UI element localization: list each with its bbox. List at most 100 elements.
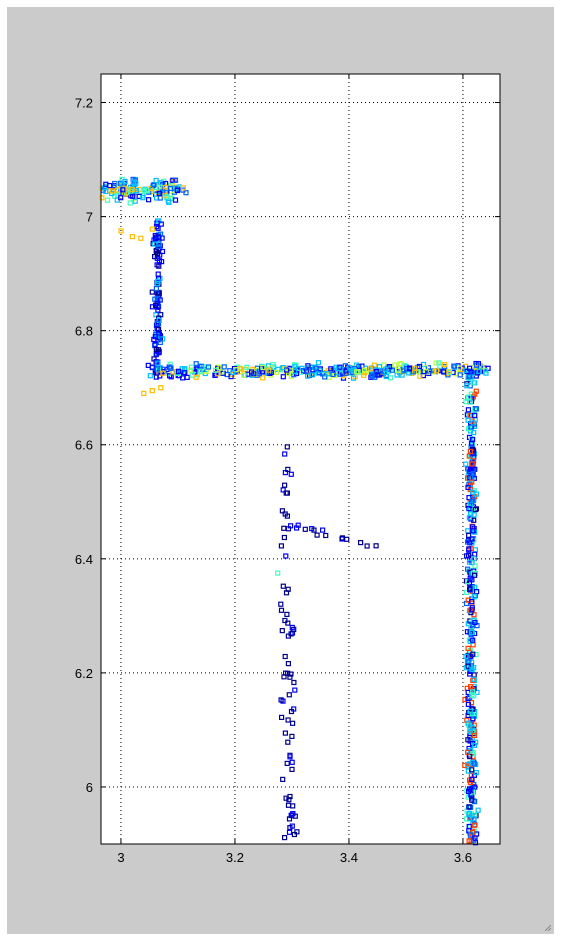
resize-grip-icon[interactable] bbox=[543, 923, 551, 931]
scatter-point bbox=[376, 364, 383, 370]
scatter-point bbox=[471, 816, 477, 822]
scatter-point bbox=[172, 197, 179, 203]
scatter-point bbox=[465, 417, 471, 423]
scatter-point bbox=[462, 762, 468, 769]
scatter-point bbox=[404, 365, 410, 372]
scatter-point bbox=[146, 197, 152, 203]
grid-lines bbox=[101, 74, 500, 844]
scatter-point bbox=[280, 487, 286, 493]
scatter-point bbox=[281, 534, 287, 541]
scatter-point bbox=[129, 187, 135, 193]
scatter-point bbox=[182, 370, 188, 376]
scatter-point bbox=[153, 302, 159, 308]
scatter-point bbox=[465, 645, 471, 652]
scatter-point bbox=[470, 637, 476, 643]
scatter-point bbox=[470, 689, 476, 695]
tick-marks bbox=[101, 74, 500, 844]
scatter-point bbox=[465, 749, 471, 755]
scatter-point bbox=[288, 671, 294, 677]
scatter-point bbox=[136, 186, 142, 193]
y-tick-label: 7 bbox=[86, 210, 93, 225]
scatter-point bbox=[466, 637, 472, 643]
scatter-point bbox=[472, 412, 478, 418]
scatter-point bbox=[468, 787, 474, 793]
scatter-point bbox=[456, 365, 463, 371]
scatter-point bbox=[470, 462, 476, 468]
scatter-point bbox=[153, 352, 159, 358]
y-tick-label: 6.6 bbox=[75, 438, 93, 453]
scatter-point bbox=[466, 804, 472, 810]
scatter-point bbox=[369, 372, 375, 378]
scatter-point bbox=[285, 802, 292, 808]
scatter-point bbox=[275, 570, 281, 576]
scatter-point bbox=[368, 366, 374, 372]
scatter-point bbox=[470, 677, 476, 683]
scatter-point bbox=[286, 797, 292, 803]
scatter-point bbox=[155, 271, 161, 277]
scatter-point bbox=[283, 553, 289, 559]
scatter-point bbox=[464, 383, 470, 389]
scatter-point bbox=[155, 278, 161, 284]
scatter-point bbox=[373, 543, 379, 549]
y-tick-label: 7.2 bbox=[75, 96, 93, 111]
scatter-point bbox=[288, 631, 294, 637]
scatter-point bbox=[309, 372, 316, 378]
scatter-point bbox=[284, 444, 290, 450]
scatter-point bbox=[422, 365, 429, 371]
scatter-point bbox=[475, 807, 481, 813]
scatter-point bbox=[174, 187, 180, 194]
scatter-point bbox=[278, 607, 285, 613]
scatter-point bbox=[188, 364, 195, 370]
scatter-point bbox=[314, 532, 320, 538]
scatter-point bbox=[473, 406, 480, 412]
scatter-point bbox=[395, 367, 401, 373]
scatter-point bbox=[343, 368, 349, 374]
scatter-point bbox=[129, 234, 136, 240]
scatter-point bbox=[374, 371, 380, 377]
scatter-point bbox=[282, 482, 288, 488]
scatter-point bbox=[350, 375, 357, 381]
scatter-point bbox=[170, 177, 176, 183]
scatter-point bbox=[470, 489, 476, 495]
scatter-point bbox=[465, 720, 471, 726]
scatter-point bbox=[465, 528, 471, 534]
scatter-point bbox=[273, 369, 280, 375]
scatter-point bbox=[320, 527, 326, 533]
scatter-point bbox=[470, 379, 476, 385]
scatter-point bbox=[291, 372, 297, 378]
scatter-point bbox=[473, 651, 479, 658]
scatter-point bbox=[371, 362, 377, 368]
scatter-point bbox=[472, 742, 478, 749]
scatter-point bbox=[153, 177, 159, 184]
x-tick-label: 3.4 bbox=[340, 850, 358, 865]
scatter-point bbox=[149, 289, 155, 295]
scatter-point bbox=[465, 407, 471, 413]
scatter-point bbox=[361, 367, 367, 373]
scatter-point bbox=[290, 720, 296, 726]
scatter-point bbox=[119, 181, 125, 187]
scatter-point bbox=[470, 528, 476, 534]
scatter-point bbox=[241, 372, 247, 378]
scatter-point bbox=[127, 200, 133, 206]
scatter-point bbox=[468, 476, 474, 482]
scatter-point bbox=[287, 754, 293, 760]
scatter-point bbox=[330, 371, 336, 377]
scatter-point bbox=[291, 831, 297, 838]
scatter-point bbox=[465, 484, 471, 490]
scatter-point bbox=[152, 334, 158, 340]
scatter-point bbox=[153, 312, 159, 318]
axes-frame bbox=[100, 73, 501, 845]
scatter-point bbox=[260, 365, 266, 371]
scatter-point bbox=[463, 653, 469, 660]
scatter-point bbox=[122, 178, 128, 185]
scatter-point bbox=[281, 525, 287, 531]
scatter-point bbox=[465, 762, 471, 768]
scatter-point bbox=[339, 535, 345, 541]
scatter-point bbox=[281, 674, 287, 680]
scatter-chart: 3 3.2 3.4 3.6 6 6.2 6.4 6.6 6.8 7 7.2 bbox=[75, 73, 501, 865]
scatter-point bbox=[167, 364, 173, 370]
scatter-point bbox=[466, 823, 472, 830]
scatter-point bbox=[284, 490, 290, 496]
scatter-point bbox=[288, 523, 294, 529]
scatter-point bbox=[282, 451, 288, 457]
